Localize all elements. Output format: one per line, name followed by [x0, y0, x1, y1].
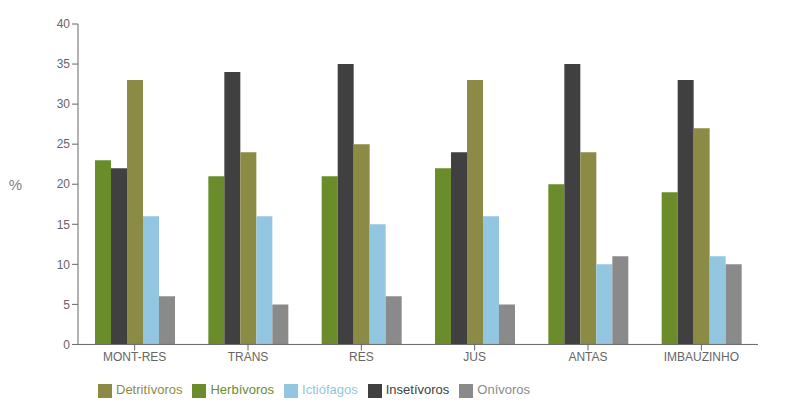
- svg-text:0: 0: [63, 338, 70, 352]
- html-text:Detritívoros: Detritívoros: [116, 382, 183, 398]
- html-text:Herbívoros: Herbívoros: [210, 382, 274, 398]
- svg-text:10: 10: [57, 258, 71, 272]
- svg-text:%: %: [9, 176, 22, 193]
- html-text:Insetívoros: Insetívoros: [385, 382, 450, 398]
- svg-text:30: 30: [57, 97, 71, 111]
- svg-text:MONT-RES: MONT-RES: [103, 350, 166, 364]
- svg-text:ANTAS: ANTAS: [568, 350, 607, 364]
- svg-text:15: 15: [57, 218, 71, 232]
- html-text:Ictiófagos: Ictiófagos: [302, 382, 358, 398]
- svg-text:40: 40: [57, 17, 71, 31]
- svg-text:TRANS: TRANS: [228, 350, 269, 364]
- svg-text:5: 5: [63, 298, 70, 312]
- svg-text:35: 35: [57, 57, 71, 71]
- svg-text:RES: RES: [349, 350, 374, 364]
- svg-text:JUS: JUS: [463, 350, 486, 364]
- svg-text:25: 25: [57, 137, 71, 151]
- svg-text:IMBAUZINHO: IMBAUZINHO: [664, 350, 739, 364]
- svg-text:20: 20: [57, 177, 71, 191]
- html-text:Onívoros: Onívoros: [477, 382, 530, 398]
